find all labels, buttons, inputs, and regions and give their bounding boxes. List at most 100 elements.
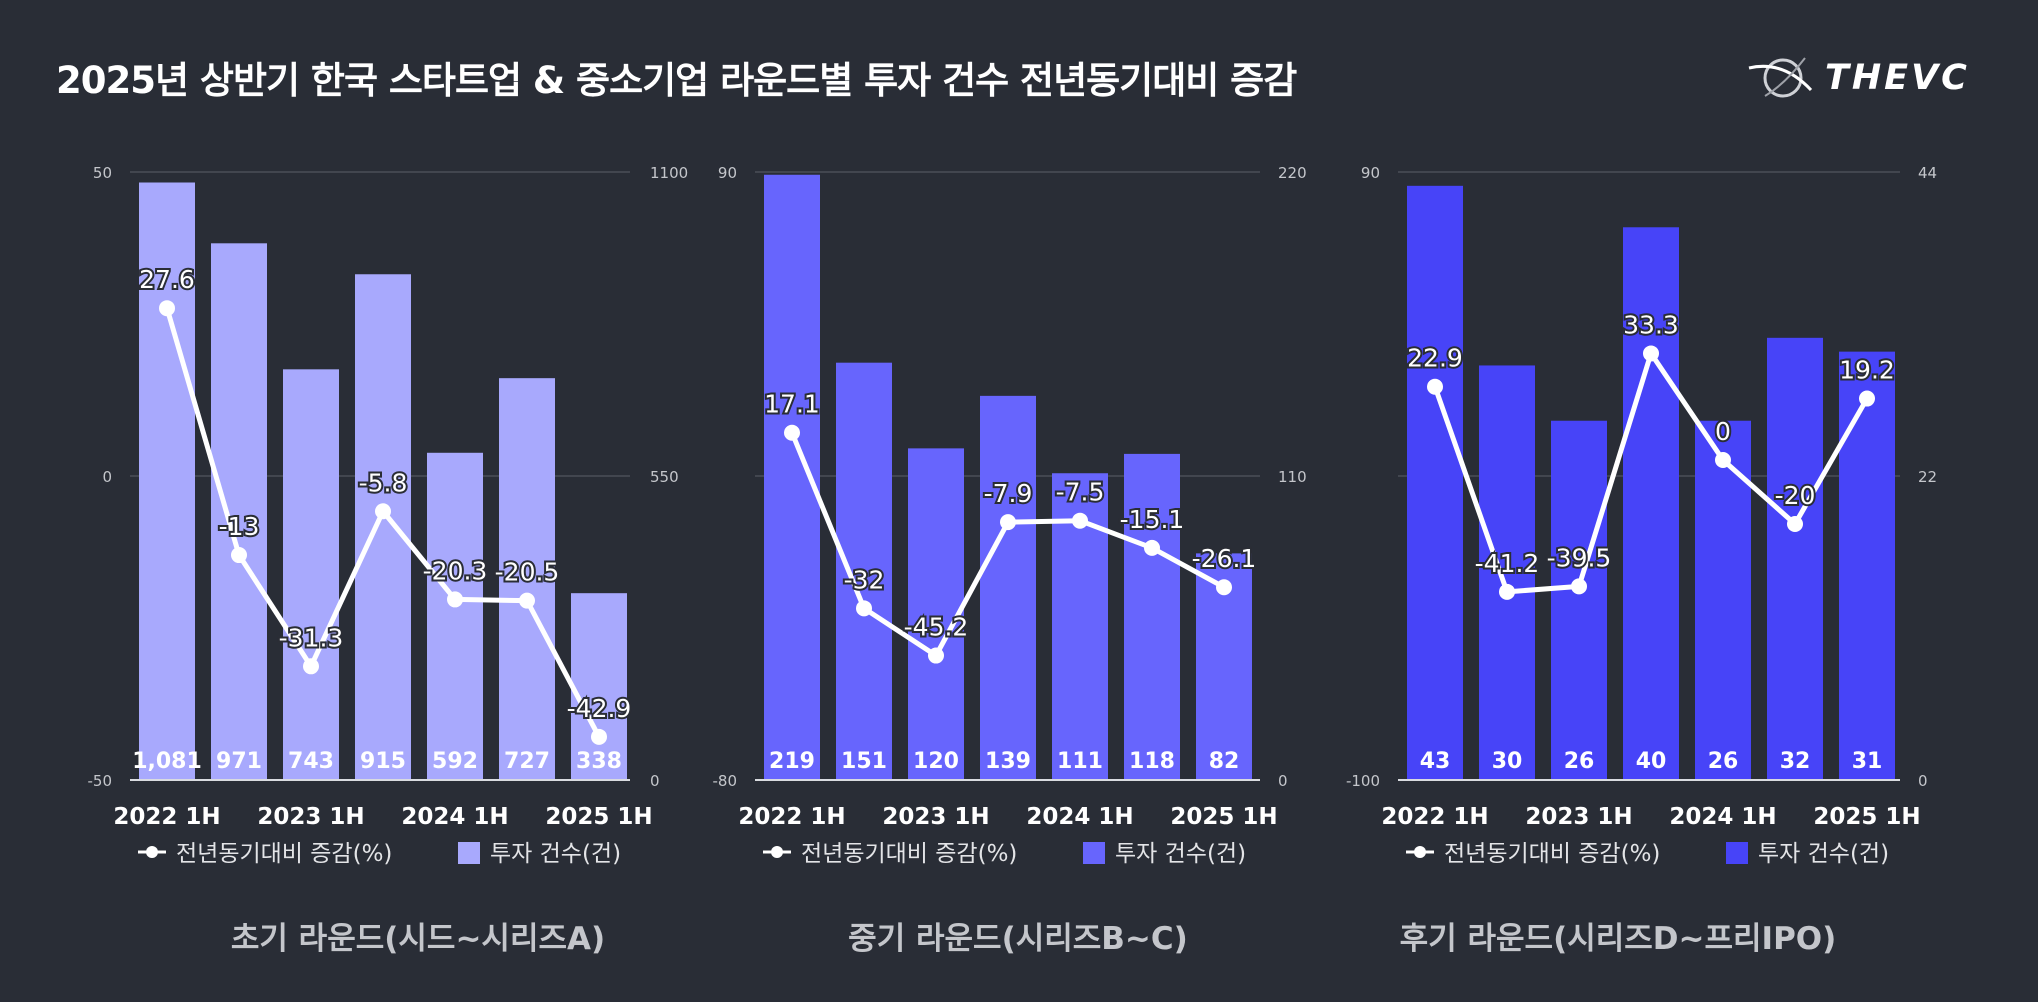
legend-line-label: 전년동기대비 증감(%) xyxy=(176,841,392,867)
line-point xyxy=(1000,514,1016,531)
legend-bar-swatch xyxy=(1083,842,1105,864)
line-value-label: -31.3 xyxy=(279,623,344,652)
line-point xyxy=(375,503,391,520)
bar-value-label: 1,081 xyxy=(132,749,202,774)
bar-value-label: 727 xyxy=(504,749,550,774)
bar-value-label: 30 xyxy=(1492,749,1523,774)
bar xyxy=(571,593,627,780)
line-point xyxy=(1643,345,1659,362)
line-value-label: -32 xyxy=(844,565,885,594)
x-tick-label: 2023 1H xyxy=(882,804,989,830)
legend-line-label: 전년동기대비 증감(%) xyxy=(801,841,1017,867)
x-tick-label: 2024 1H xyxy=(401,804,508,830)
bar-value-label: 32 xyxy=(1780,749,1811,774)
legend-bar-swatch xyxy=(458,842,480,864)
chart-caption-late: 후기 라운드(시리즈D~프리IPO) xyxy=(1399,921,1837,957)
line-point xyxy=(159,300,175,317)
bar-value-label: 120 xyxy=(913,749,959,774)
line-point xyxy=(1787,516,1803,532)
bar xyxy=(1551,420,1607,780)
bar-value-label: 338 xyxy=(576,749,622,774)
bar xyxy=(980,395,1036,780)
line-point xyxy=(1499,583,1515,600)
right-axis-tick: 220 xyxy=(1278,164,1307,182)
bar xyxy=(908,448,964,780)
bar xyxy=(1407,185,1463,780)
right-axis-tick: 110 xyxy=(1278,468,1307,486)
legend-bar-swatch xyxy=(1726,842,1748,864)
bar-value-label: 118 xyxy=(1129,749,1175,774)
chart-caption-early: 초기 라운드(시드~시리즈A) xyxy=(230,921,606,957)
left-axis-tick: -80 xyxy=(713,772,738,790)
line-point xyxy=(784,424,800,441)
line-value-label: -13 xyxy=(219,512,260,541)
left-axis-tick: 50 xyxy=(93,164,112,182)
page-title: 2025년 상반기 한국 스타트업 & 중소기업 라운드별 투자 건수 전년동기… xyxy=(56,59,1297,102)
line-value-label: 33.3 xyxy=(1623,310,1679,339)
line-value-label: -45.2 xyxy=(904,613,969,642)
line-value-label: 27.6 xyxy=(139,265,195,294)
bar xyxy=(427,452,483,780)
bar xyxy=(1839,351,1895,780)
line-point xyxy=(1571,578,1587,595)
line-point xyxy=(1715,452,1731,468)
bar xyxy=(139,182,195,780)
line-point xyxy=(928,647,944,664)
left-axis-tick: 90 xyxy=(1361,164,1380,182)
bar xyxy=(1479,365,1535,780)
line-value-label: -41.2 xyxy=(1475,549,1540,578)
bar-value-label: 111 xyxy=(1057,749,1103,774)
right-axis-tick: 550 xyxy=(650,468,679,486)
bar xyxy=(1623,227,1679,781)
bar xyxy=(1695,420,1751,780)
bar xyxy=(211,243,267,780)
left-axis-tick: 0 xyxy=(102,468,112,486)
bar-value-label: 743 xyxy=(288,749,334,774)
legend-line-label: 전년동기대비 증감(%) xyxy=(1444,841,1660,867)
x-tick-label: 2022 1H xyxy=(738,804,845,830)
line-value-label: -20 xyxy=(1775,481,1816,510)
bar-value-label: 82 xyxy=(1209,749,1240,774)
bar-value-label: 31 xyxy=(1852,749,1883,774)
x-tick-label: 2022 1H xyxy=(1381,804,1488,830)
bar xyxy=(1124,453,1180,780)
left-axis-tick: -50 xyxy=(88,772,113,790)
bar xyxy=(283,369,339,780)
x-tick-label: 2025 1H xyxy=(545,804,652,830)
left-axis-tick: 90 xyxy=(718,164,737,182)
line-value-label: 19.2 xyxy=(1839,356,1895,385)
bar-value-label: 26 xyxy=(1564,749,1595,774)
legend-bar-label: 투자 건수(건) xyxy=(1115,841,1246,867)
bar xyxy=(836,362,892,780)
chart-caption-mid: 중기 라운드(시리즈B~C) xyxy=(848,921,1188,957)
bar xyxy=(499,378,555,780)
line-value-label: -7.9 xyxy=(984,479,1033,508)
line-value-label: -39.5 xyxy=(1547,543,1612,572)
line-value-label: 22.9 xyxy=(1407,344,1463,373)
bar-value-label: 592 xyxy=(432,749,478,774)
line-point xyxy=(231,547,247,564)
right-axis-tick: 44 xyxy=(1918,164,1937,182)
right-axis-tick: 0 xyxy=(1918,772,1928,790)
left-axis-tick: -100 xyxy=(1346,772,1380,790)
line-point xyxy=(591,728,607,745)
line-point xyxy=(1072,512,1088,529)
legend-bar-label: 투자 건수(건) xyxy=(490,841,621,867)
x-tick-label: 2024 1H xyxy=(1026,804,1133,830)
x-tick-label: 2025 1H xyxy=(1813,804,1920,830)
right-axis-tick: 0 xyxy=(650,772,660,790)
bar-value-label: 43 xyxy=(1420,749,1451,774)
logo: THEVC xyxy=(1745,50,1975,110)
x-tick-label: 2024 1H xyxy=(1669,804,1776,830)
bar-value-label: 971 xyxy=(216,749,262,774)
x-tick-label: 2023 1H xyxy=(1525,804,1632,830)
line-point xyxy=(856,600,872,617)
right-axis-tick: 0 xyxy=(1278,772,1288,790)
bar-value-label: 219 xyxy=(769,749,815,774)
line-value-label: -15.1 xyxy=(1120,505,1185,534)
line-point xyxy=(1859,390,1875,407)
line-value-label: -20.5 xyxy=(495,558,560,587)
line-point xyxy=(447,591,463,608)
legend-bar-label: 투자 건수(건) xyxy=(1758,841,1889,867)
